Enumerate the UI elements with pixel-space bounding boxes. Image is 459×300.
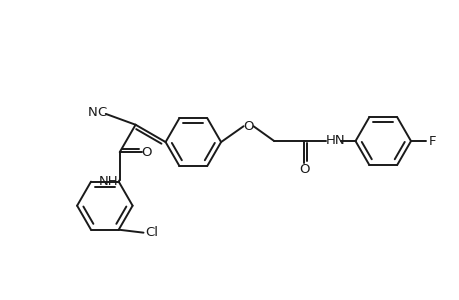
Text: O: O <box>141 146 151 159</box>
Text: O: O <box>298 163 308 176</box>
Text: HN: HN <box>325 134 345 147</box>
Text: NH: NH <box>99 176 118 188</box>
Text: O: O <box>243 120 253 133</box>
Text: F: F <box>428 135 436 148</box>
Text: Cl: Cl <box>145 226 157 239</box>
Text: C: C <box>97 106 106 119</box>
Text: N: N <box>88 106 98 119</box>
